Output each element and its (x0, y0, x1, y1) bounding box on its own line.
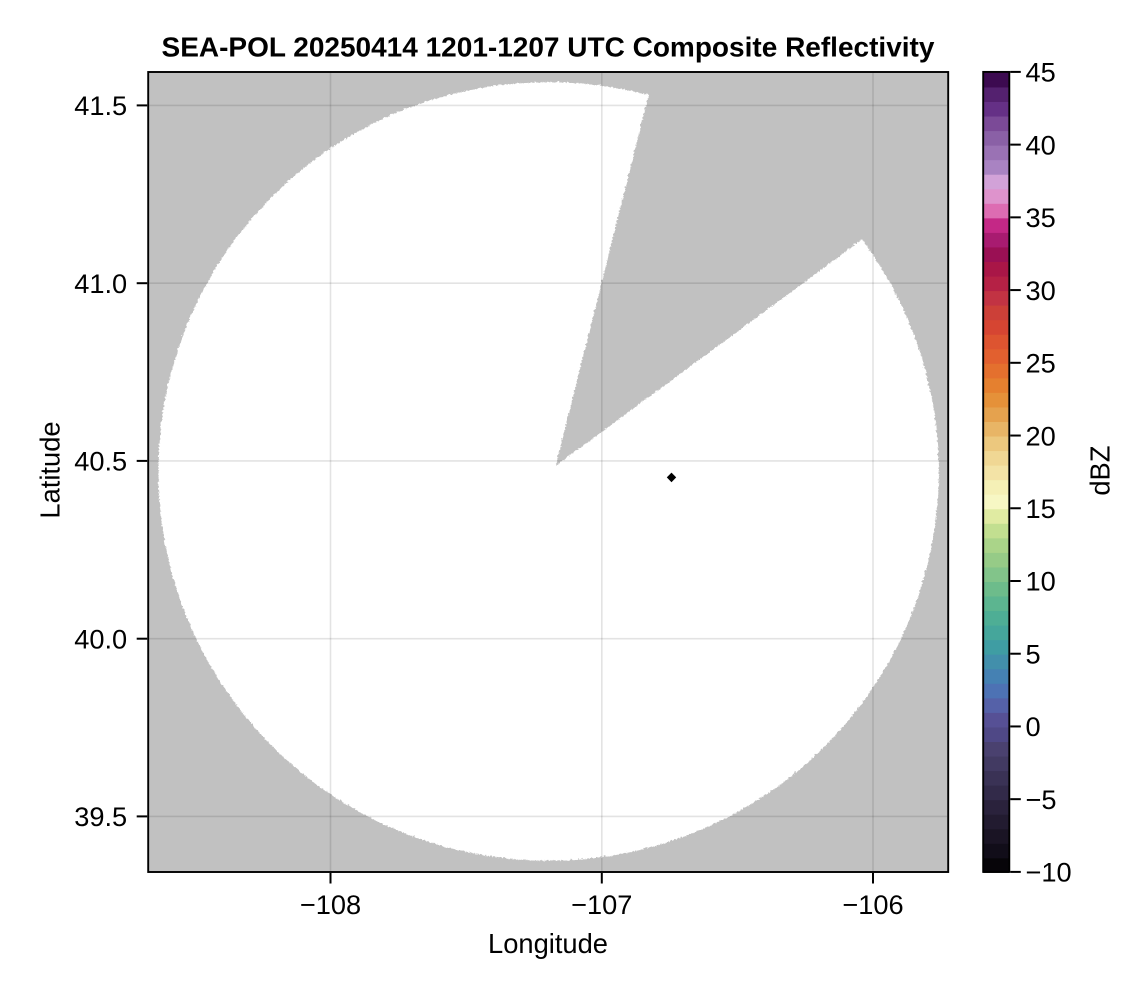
svg-text:41.5: 41.5 (74, 90, 127, 121)
svg-text:0: 0 (1026, 711, 1041, 742)
svg-text:−106: −106 (842, 889, 903, 920)
svg-text:−107: −107 (571, 889, 632, 920)
svg-text:35: 35 (1026, 202, 1056, 233)
svg-text:−5: −5 (1026, 784, 1057, 815)
svg-text:30: 30 (1026, 275, 1056, 306)
svg-text:15: 15 (1026, 493, 1056, 524)
svg-text:40.0: 40.0 (74, 623, 127, 654)
svg-text:−10: −10 (1026, 857, 1072, 888)
svg-text:10: 10 (1026, 566, 1056, 597)
svg-text:dBZ: dBZ (1085, 446, 1116, 496)
svg-text:39.5: 39.5 (74, 801, 127, 832)
svg-text:Longitude: Longitude (488, 928, 608, 959)
svg-text:25: 25 (1026, 348, 1056, 379)
svg-text:SEA-POL 20250414 1201-1207 UTC: SEA-POL 20250414 1201-1207 UTC Composite… (162, 31, 935, 62)
svg-text:Latitude: Latitude (35, 421, 66, 518)
svg-text:5: 5 (1026, 638, 1041, 669)
svg-text:41.0: 41.0 (74, 268, 127, 299)
svg-text:40: 40 (1026, 129, 1056, 160)
svg-text:40.5: 40.5 (74, 446, 127, 477)
svg-text:20: 20 (1026, 420, 1056, 451)
svg-text:45: 45 (1026, 57, 1056, 88)
svg-text:−108: −108 (300, 889, 361, 920)
